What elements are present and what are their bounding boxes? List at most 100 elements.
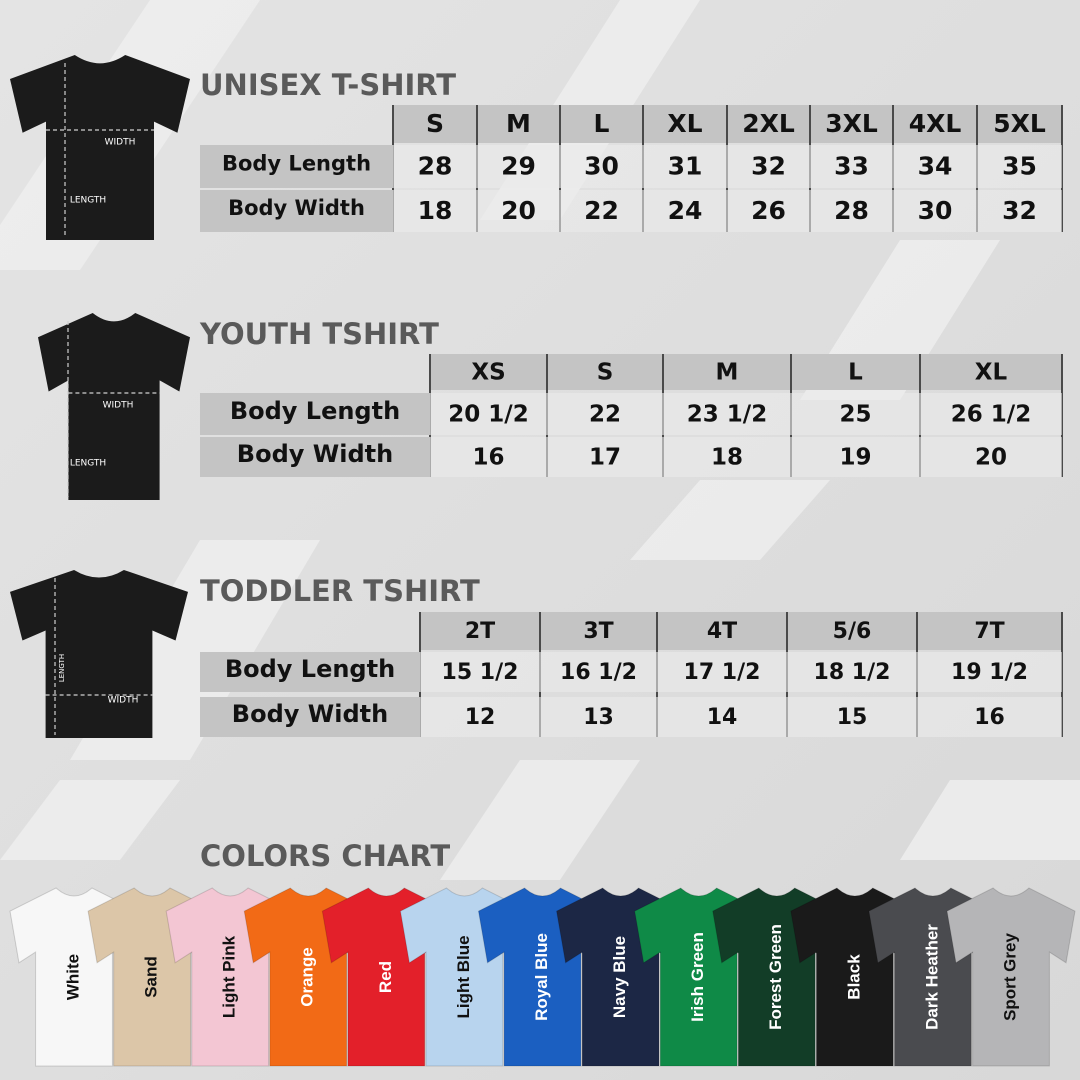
- color-swatch: Sport Grey: [946, 887, 1076, 1067]
- row-label-cell: [200, 437, 430, 477]
- column-header: M: [716, 360, 739, 386]
- color-name: Light Pink: [220, 935, 239, 1018]
- size-value: 30: [918, 196, 953, 225]
- column-header: 2XL: [742, 109, 795, 138]
- color-name: Sand: [142, 956, 161, 998]
- column-header: XL: [975, 360, 1008, 386]
- size-value: 34: [918, 152, 953, 181]
- size-value: 24: [668, 196, 703, 225]
- row-label: Body Width: [237, 440, 393, 468]
- size-value: 22: [589, 402, 621, 428]
- row-value-band: [430, 393, 1062, 435]
- column-header: XS: [471, 360, 505, 386]
- size-value: 12: [465, 705, 496, 730]
- size-value: 15 1/2: [442, 660, 519, 685]
- column-header: 2T: [465, 619, 495, 644]
- size-value: 26 1/2: [951, 402, 1031, 428]
- size-value: 31: [668, 152, 703, 181]
- size-value: 29: [501, 152, 536, 181]
- column-header: 5/6: [833, 619, 872, 644]
- size-value: 26: [751, 196, 786, 225]
- color-name: White: [63, 954, 82, 1000]
- size-value: 28: [834, 196, 869, 225]
- width-label: WIDTH: [103, 401, 134, 411]
- width-label: WIDTH: [108, 696, 139, 706]
- row-label: Body Length: [230, 397, 400, 425]
- color-name: Dark Heather: [922, 924, 941, 1030]
- colors-title: COLORS CHART: [200, 839, 450, 873]
- size-value: 13: [583, 705, 614, 730]
- row-value-band: [420, 652, 1062, 692]
- shirt-swatch: [946, 887, 1076, 1067]
- row-value-band: [393, 145, 1062, 188]
- size-value: 32: [751, 152, 786, 181]
- row-label-cell: [200, 393, 430, 435]
- size-value: 16: [974, 705, 1005, 730]
- shirt-diagram: [38, 313, 190, 500]
- size-value: 25: [839, 402, 871, 428]
- size-value: 18: [418, 196, 453, 225]
- size-value: 35: [1002, 152, 1037, 181]
- header-row: [420, 612, 1062, 650]
- column-header: 3XL: [825, 109, 878, 138]
- shirt-diagram: [10, 55, 190, 240]
- row-label-cell: [200, 697, 420, 737]
- section-title: UNISEX T-SHIRT: [200, 68, 456, 102]
- size-value: 30: [584, 152, 619, 181]
- column-header: 5XL: [993, 109, 1046, 138]
- length-label: LENGTH: [70, 196, 106, 206]
- size-value: 20: [501, 196, 536, 225]
- column-header: M: [506, 109, 531, 138]
- color-name: Sport Grey: [1000, 933, 1019, 1021]
- row-label: Body Width: [228, 196, 365, 220]
- section-title: TODDLER TSHIRT: [200, 574, 480, 608]
- row-label: Body Length: [222, 152, 371, 176]
- row-label: Body Width: [232, 700, 388, 728]
- color-name: Navy Blue: [610, 936, 629, 1018]
- row-label-cell: [200, 190, 393, 232]
- header-row: [430, 354, 1062, 390]
- size-value: 18: [711, 445, 743, 471]
- color-name: Forest Green: [766, 924, 785, 1030]
- size-value: 22: [584, 196, 619, 225]
- length-label: LENGTH: [58, 654, 66, 682]
- color-name: Orange: [298, 947, 317, 1007]
- size-value: 18 1/2: [814, 660, 891, 685]
- column-header: 4T: [707, 619, 737, 644]
- size-value: 19: [839, 445, 871, 471]
- column-header: 3T: [583, 619, 613, 644]
- row-value-band: [430, 437, 1062, 477]
- size-value: 32: [1002, 196, 1037, 225]
- width-label: WIDTH: [105, 138, 136, 148]
- column-header: S: [597, 360, 614, 386]
- size-value: 20: [975, 445, 1007, 471]
- column-header: S: [426, 109, 444, 138]
- size-value: 15: [837, 705, 868, 730]
- row-value-band: [420, 697, 1062, 737]
- column-header: L: [594, 109, 610, 138]
- size-value: 16: [472, 445, 504, 471]
- column-header: L: [848, 360, 863, 386]
- row-label: Body Length: [225, 655, 395, 683]
- column-header: XL: [667, 109, 702, 138]
- color-name: Royal Blue: [532, 933, 551, 1021]
- size-value: 16 1/2: [560, 660, 637, 685]
- size-value: 20 1/2: [448, 402, 528, 428]
- size-value: 19 1/2: [951, 660, 1028, 685]
- row-label-cell: [200, 145, 393, 188]
- column-header: 4XL: [909, 109, 962, 138]
- size-value: 28: [418, 152, 453, 181]
- row-label-cell: [200, 652, 420, 692]
- size-value: 33: [834, 152, 869, 181]
- size-value: 17: [589, 445, 621, 471]
- size-value: 23 1/2: [687, 402, 767, 428]
- color-name: Red: [376, 961, 395, 993]
- section-title: YOUTH TSHIRT: [199, 317, 439, 351]
- row-value-band: [393, 190, 1062, 232]
- color-name: Light Blue: [454, 935, 473, 1018]
- size-value: 14: [707, 705, 738, 730]
- color-name: Black: [844, 954, 863, 1000]
- size-value: 17 1/2: [684, 660, 761, 685]
- shirt-diagram: [10, 570, 188, 738]
